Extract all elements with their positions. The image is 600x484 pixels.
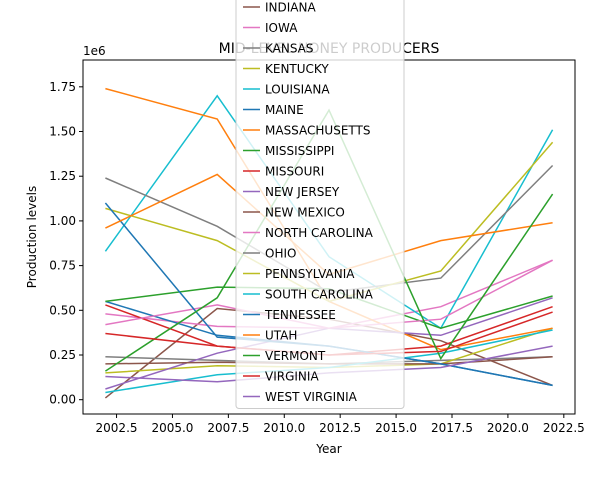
legend-label: MAINE	[265, 103, 304, 117]
legend-label: IOWA	[265, 21, 298, 35]
legend-label: LOUISIANA	[265, 83, 330, 97]
x-tick-label: 2002.5	[96, 421, 138, 435]
y-tick-label: 0.00	[49, 393, 76, 407]
legend-label: UTAH	[265, 329, 297, 343]
legend-label: TENNESSEE	[264, 308, 336, 322]
y-tick-label: 0.25	[49, 348, 76, 362]
legend-label: PENNSYLVANIA	[265, 267, 355, 281]
x-tick-label: 2017.5	[431, 421, 473, 435]
legend-label: OHIO	[265, 247, 296, 261]
x-tick-label: 2007.5	[207, 421, 249, 435]
legend-label: VERMONT	[265, 349, 326, 363]
legend-label: NORTH CAROLINA	[265, 226, 374, 240]
x-tick-label: 2015.0	[375, 421, 417, 435]
legend-label: MISSOURI	[265, 165, 324, 179]
legend-label: KENTUCKY	[265, 62, 329, 76]
x-axis-label: Year	[315, 442, 341, 456]
y-tick-label: 1.25	[49, 169, 76, 183]
legend-label: MASSACHUSETTS	[265, 124, 370, 138]
legend-label: KANSAS	[265, 42, 314, 56]
legend-box	[235, 0, 405, 409]
y-tick-label: 0.50	[49, 303, 76, 317]
legend-label: NEW JERSEY	[265, 185, 340, 199]
y-tick-label: 0.75	[49, 259, 76, 273]
y-offset-label: 1e6	[83, 44, 106, 58]
legend-label: NEW MEXICO	[265, 206, 345, 220]
legend-label: INDIANA	[265, 1, 316, 15]
x-tick-label: 2022.5	[543, 421, 585, 435]
y-tick-label: 1.00	[49, 214, 76, 228]
y-axis-ticks: 0.00 0.25 0.50 0.75 1.00 1.25 1.50 1.75	[49, 80, 83, 407]
y-tick-label: 1.75	[49, 80, 76, 94]
x-tick-label: 2020.0	[487, 421, 529, 435]
legend-label: SOUTH CAROLINA	[265, 288, 374, 302]
legend-label: MISSISSIPPI	[265, 144, 334, 158]
legend-label: VIRGINIA	[265, 370, 319, 384]
x-axis-ticks: 2002.5 2005.0 2007.5 2010.0 2012.5 2015.0 2017…	[96, 414, 585, 435]
x-tick-label: 2005.0	[151, 421, 193, 435]
legend-label: WEST VIRGINIA	[265, 390, 358, 404]
x-tick-label: 2010.0	[263, 421, 305, 435]
legend: INDIANA IOWA KANSAS KENTUCKY LOUISIANA MAINE M…	[235, 0, 405, 409]
x-tick-label: 2012.5	[319, 421, 361, 435]
y-tick-label: 1.50	[49, 125, 76, 139]
y-axis-label: Production levels	[25, 186, 39, 288]
